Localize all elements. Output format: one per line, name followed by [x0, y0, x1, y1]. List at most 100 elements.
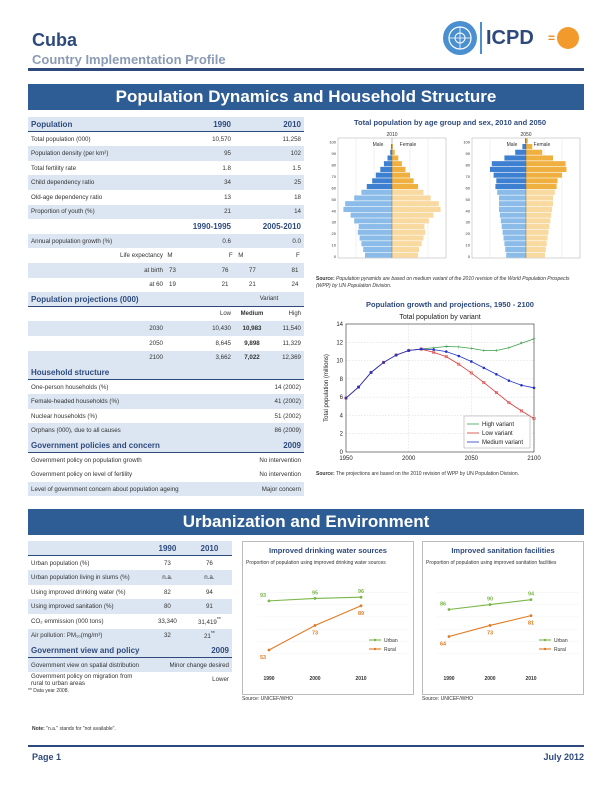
- pyramid-bar-male: [366, 184, 392, 190]
- data-point: [529, 598, 533, 602]
- table-row: One-person households (%) 14 (2002): [28, 380, 304, 395]
- table-row: Using improved drinking water (%) 82 94: [28, 585, 232, 600]
- data-label: 89: [358, 611, 364, 617]
- report-date: July 2012: [543, 752, 584, 762]
- data-label: 90: [487, 597, 493, 603]
- pyramid-bar-female: [392, 241, 422, 247]
- population-heading: Population: [28, 117, 166, 133]
- table-row: Urban population living in slums (%) n.a.…: [28, 570, 232, 585]
- source-text: Population pyramids are based on medium …: [316, 276, 570, 289]
- sanitation-source: Source: UNICEF/WHO: [422, 696, 473, 702]
- pyramid-bar-female: [526, 184, 557, 190]
- pyramid-bar-male: [495, 184, 526, 190]
- row-value: 21: [203, 633, 211, 641]
- row-value: 11,329: [282, 339, 301, 347]
- age-tick-label: 60: [466, 185, 471, 190]
- row-label: Urban population (%): [31, 559, 90, 567]
- pyramid-bar-female: [392, 235, 424, 241]
- x-tick-label: 1950: [339, 456, 353, 462]
- pyramid-bar-female: [526, 155, 553, 161]
- urbanization-table: 1990 2010 Urban population (%) 73 76 Urban …: [28, 541, 232, 687]
- table-row: Total fertility rate 1.8 1.5: [28, 161, 304, 176]
- y-tick-label: 14: [336, 322, 343, 328]
- legend-marker: [543, 647, 547, 651]
- pyramid-bar-female: [526, 138, 528, 144]
- table-row: Urban population (%) 73 76: [28, 556, 232, 571]
- pyramid-bar-female: [526, 224, 550, 230]
- row-label: Urban population living in slums (%): [28, 570, 148, 585]
- x-tick-label: 2050: [465, 456, 479, 462]
- row-value: 19: [169, 281, 176, 289]
- pyramid-bar-male: [522, 144, 526, 150]
- point-high: +: [495, 349, 499, 355]
- row-value: 10,570: [212, 135, 231, 143]
- point-low: [444, 355, 448, 359]
- water-title: Improved drinking water sources: [269, 546, 387, 555]
- life-expectancy-label: Life expectancy: [120, 252, 163, 260]
- age-tick-label: 50: [332, 197, 337, 202]
- row-label: Using improved sanitation (%): [28, 599, 148, 614]
- pyramid-bar-female: [526, 241, 547, 247]
- row-value: 3,662: [166, 350, 234, 366]
- point-low: [482, 381, 486, 384]
- pyramid-bar-female: [526, 178, 558, 184]
- legend-label: High variant: [482, 422, 514, 428]
- col-low: Low: [219, 311, 231, 318]
- col-m: M: [167, 252, 173, 260]
- source-text: The projections are based on the 2010 re…: [335, 471, 520, 477]
- row-label: Annual population growth (%): [28, 233, 166, 249]
- profile-subtitle: Country Implementation Profile: [32, 52, 226, 67]
- pyramid-bar-female: [392, 195, 431, 201]
- view-heading: Government view and policy: [28, 643, 187, 659]
- data-point: [313, 624, 317, 627]
- y-tick-label: 0: [340, 450, 344, 456]
- point-low: [469, 371, 473, 375]
- table-row: Child dependency ratio 34 25: [28, 175, 304, 190]
- age-tick-label: 90: [466, 151, 471, 156]
- pyramid-bar-female: [392, 155, 399, 161]
- row-value: 8,645: [215, 339, 231, 347]
- table-row: Nuclear households (%) 51 (2002): [28, 409, 304, 424]
- water-panel: Improved drinking water sources Proporti…: [242, 541, 414, 695]
- row-value: 24: [291, 281, 299, 289]
- series-line-1: [345, 348, 535, 419]
- sanitation-subtitle: Proportion of population using improved …: [426, 560, 557, 566]
- pyramid-bar-male: [499, 195, 526, 201]
- row-label: 2030: [28, 321, 166, 336]
- table-row: Orphans (000), due to all causes 86 (2009…: [28, 423, 304, 439]
- row-value: 77: [248, 266, 256, 274]
- variant-label: Variant: [234, 292, 304, 308]
- pyramid-bar-male: [343, 206, 392, 212]
- row-value: 7,022: [234, 350, 270, 366]
- row-value: Lower: [212, 676, 229, 684]
- pyramid-bar-male: [525, 138, 526, 144]
- row-value: Major concern: [234, 481, 304, 497]
- legend-label: Rural: [384, 647, 396, 653]
- age-tick-label: 40: [332, 208, 337, 213]
- point-medium: [344, 396, 348, 400]
- legend-box: [463, 415, 531, 449]
- col-2010: 2010: [234, 117, 304, 133]
- household-heading: Household structure: [28, 365, 304, 381]
- row-value: 21: [248, 281, 256, 289]
- icpd-logo: ICPD =: [440, 18, 580, 58]
- point-medium: [444, 350, 448, 353]
- row-label: Nuclear households (%): [31, 412, 98, 420]
- x-tick-label: 1990: [443, 676, 454, 682]
- data-point: [488, 624, 492, 627]
- row-value: 80: [148, 599, 187, 614]
- point-low: [457, 362, 461, 366]
- data-label: 96: [358, 589, 364, 595]
- pyramid-bar-female: [526, 212, 552, 218]
- growth-chart-title: Population growth and projections, 1950 …: [366, 300, 534, 309]
- row-label: Proportion of youth (%): [28, 204, 166, 220]
- logo-text: ICPD: [486, 27, 534, 49]
- age-tick-label: 70: [466, 174, 471, 179]
- row-label: at birth: [28, 262, 166, 278]
- pyramid-bar-female: [392, 161, 402, 167]
- legend-label: Rural: [554, 647, 566, 653]
- row-value: 1.8: [222, 164, 231, 172]
- point-high: +: [470, 346, 474, 352]
- life-values-1: 19 21: [166, 278, 234, 293]
